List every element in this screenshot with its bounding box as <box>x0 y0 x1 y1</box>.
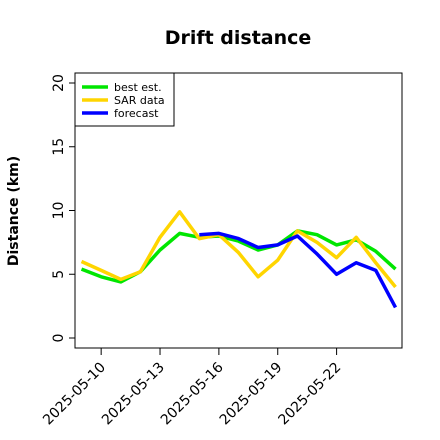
y-tick-label: 15 <box>51 138 67 156</box>
x-tick-label: 2025-05-22 <box>276 360 345 429</box>
legend-label-1: best est. <box>114 81 162 94</box>
y-axis: 0 5 10 15 20 <box>51 74 76 343</box>
series-line-3 <box>199 231 398 309</box>
chart-title: Drift distance <box>165 27 312 49</box>
series-line-2 <box>80 210 397 289</box>
x-axis: 2025-05-102025-05-132025-05-162025-05-19… <box>40 347 345 429</box>
y-tick-label: 20 <box>51 74 67 92</box>
y-tick-label: 0 <box>51 334 67 343</box>
legend-label-2: SAR data <box>114 94 165 107</box>
legend-label-3: forecast <box>114 107 159 120</box>
y-tick-label: 10 <box>51 202 67 220</box>
y-axis-label: Distance (km) <box>6 156 22 266</box>
y-tick-label: 5 <box>51 270 67 279</box>
legend-box <box>74 72 175 127</box>
series-layer <box>80 210 398 309</box>
